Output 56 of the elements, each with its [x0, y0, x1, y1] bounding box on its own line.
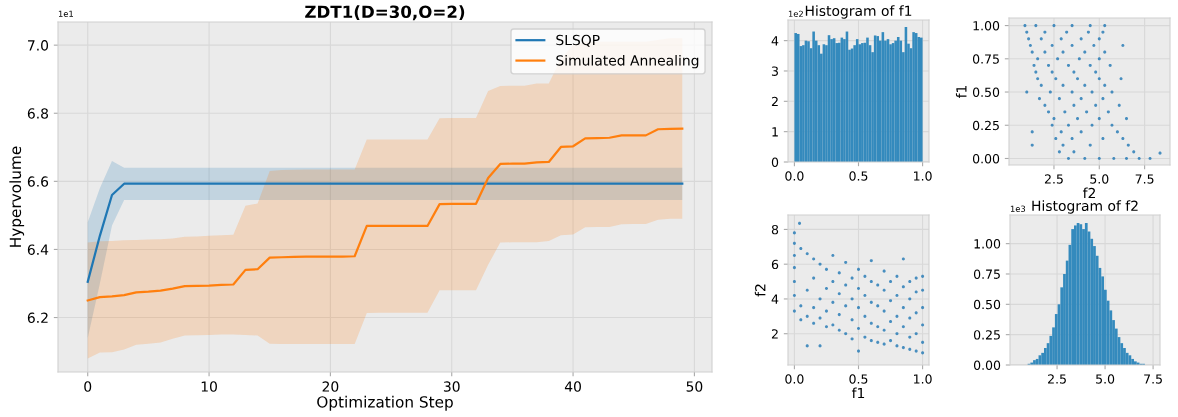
chart-title: ZDT1(D=30,O=2)	[305, 5, 465, 21]
y-tick-label: 2	[771, 96, 778, 107]
y-tick-label: 0.50	[973, 299, 1001, 310]
x-tick-label: 5.0	[1090, 174, 1109, 184]
x-tick-label: 50	[686, 381, 703, 392]
y-tick-label: 6.6	[27, 176, 49, 187]
x-tick-label: 1.0	[914, 171, 932, 181]
y-tick-label: 0.00	[973, 360, 1001, 370]
y-tick-label: 6.4	[27, 244, 49, 255]
y-tick-label: 8	[771, 224, 779, 235]
y-tick-label: 3	[771, 66, 778, 76]
chart-title: Histogram of f1	[805, 5, 912, 19]
y-tick-label: 7.0	[28, 40, 49, 51]
x-tick-label: 7.5	[1144, 374, 1162, 384]
chart-title: Histogram of f2	[1032, 200, 1138, 214]
text: 1e3	[1010, 205, 1026, 212]
x-tick-label: 0.5	[849, 374, 868, 384]
y-tick-label: 4	[771, 294, 779, 304]
x-tick-label: 0.0	[785, 171, 804, 181]
x-tick-label: 0.5	[849, 171, 868, 181]
x-axis-title: f2	[1082, 187, 1095, 199]
x-tick-label: 1.0	[914, 374, 932, 384]
y-tick-label: 6	[771, 259, 779, 270]
x-tick-label: 5.0	[1096, 374, 1115, 384]
y-tick-label: 6.8	[27, 108, 49, 119]
y-tick-label: 6.2	[27, 312, 48, 323]
y-tick-label: 0.75	[973, 269, 1000, 279]
x-tick-label: 0.0	[785, 374, 804, 384]
y-tick-label: 0	[771, 157, 779, 167]
x-tick-label: 30	[443, 381, 460, 392]
x-axis-title: f1	[851, 387, 865, 399]
y-tick-label: 4	[771, 36, 779, 46]
x-tick-label: 10	[201, 381, 217, 392]
y-tick-label: 1.00	[974, 239, 1001, 249]
x-axis-title: Optimization Step	[317, 395, 453, 411]
x-tick-label: 0	[84, 381, 92, 392]
x-tick-label: 7.5	[1135, 174, 1154, 184]
y-tick-label: 0.25	[973, 330, 1000, 340]
y-tick-label: 0.25	[972, 120, 999, 131]
text: 1e2	[788, 10, 803, 17]
x-tick-label: 40	[564, 381, 581, 392]
y-tick-label: 1	[772, 127, 778, 137]
text: 1e1	[58, 10, 73, 17]
y-tick-label: 0.75	[972, 54, 999, 64]
x-tick-label: 2.5	[1044, 174, 1063, 184]
y-axis-title: Hypervolume	[9, 146, 25, 247]
legend-label: SLSQP	[556, 34, 600, 47]
x-tick-label: 2.5	[1048, 374, 1066, 384]
y-tick-label: 1.00	[973, 21, 1000, 31]
y-axis-title: f2	[754, 284, 766, 297]
y-tick-label: 0.00	[972, 153, 1000, 164]
y-tick-label: 2	[771, 329, 778, 339]
x-tick-label: 20	[322, 381, 339, 392]
legend-label: Simulated Annealing	[556, 54, 699, 69]
y-tick-label: 0.50	[972, 87, 1000, 97]
y-axis-title: f1	[955, 85, 967, 99]
